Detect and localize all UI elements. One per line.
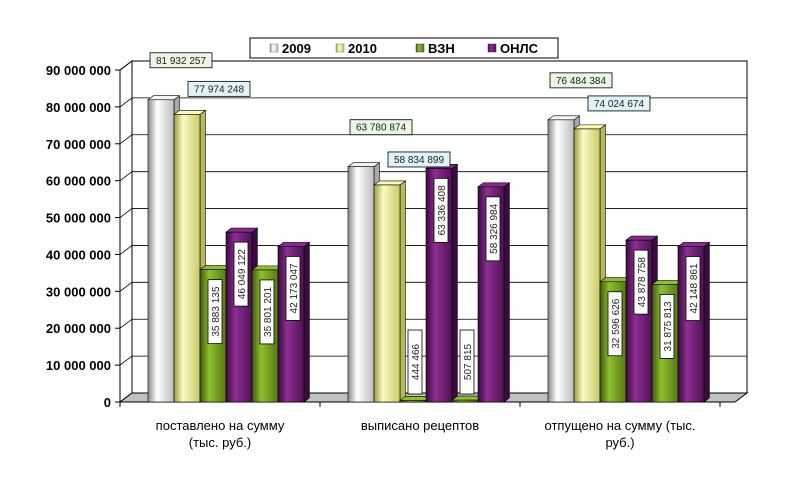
- legend-label-2009: 2009: [282, 41, 311, 56]
- x-category-label-0: (тыс. руб.): [189, 435, 251, 450]
- gridline: [119, 60, 747, 71]
- data-label-vzn-1: 507 815: [459, 329, 475, 395]
- legend: 2009 2010 ВЗН ОНЛС: [249, 37, 559, 59]
- y-tick-label: 40 000 000: [46, 247, 111, 262]
- bar-2010-1: [373, 180, 407, 403]
- data-label-2010-2: 74 024 674: [587, 95, 651, 112]
- gridline: [119, 171, 747, 181]
- svg-text:35 883 135: 35 883 135: [211, 286, 222, 336]
- x-category-label-1: выписано рецептов: [361, 418, 479, 433]
- svg-text:32 596 626: 32 596 626: [611, 298, 622, 348]
- y-axis: 0 10 000 000 20 000 000 30 000 000 40 000 00…: [46, 63, 121, 410]
- svg-text:76 484 384: 76 484 384: [556, 76, 606, 87]
- gridline: [119, 97, 747, 108]
- svg-text:81 932 257: 81 932 257: [156, 56, 206, 67]
- data-label-onls-2: 43 878 758: [633, 249, 649, 315]
- legend-item-onls: ОНЛС: [487, 41, 539, 56]
- svg-text:507 815: 507 815: [463, 343, 474, 380]
- gridline: [119, 245, 747, 255]
- data-label-onls-0: 46 049 122: [233, 241, 249, 307]
- svg-text:42 173 047: 42 173 047: [289, 263, 300, 313]
- data-label-2010-1: 58 834 899: [387, 151, 451, 168]
- data-label-onls-1: 58 326 984: [485, 196, 501, 262]
- x-category-label-0: поставлено на сумму: [156, 418, 285, 433]
- svg-text:42 148 861: 42 148 861: [689, 263, 700, 313]
- data-label-onls-0: 42 173 047: [285, 256, 301, 321]
- data-label-vzn-1: 444 466: [407, 329, 423, 395]
- data-label-2009-1: 63 780 874: [349, 119, 413, 136]
- svg-text:35 801 201: 35 801 201: [263, 286, 274, 336]
- legend-item-vzn: ВЗН: [415, 41, 455, 56]
- legend-label-vzn: ВЗН: [428, 41, 455, 56]
- y-tick-label: 10 000 000: [46, 358, 111, 373]
- svg-text:444 466: 444 466: [411, 343, 422, 380]
- y-tick-label: 90 000 000: [46, 63, 111, 78]
- legend-item-2009: 2009: [269, 41, 311, 56]
- x-category-label-2: отпущено на сумму (тыс.: [545, 418, 696, 433]
- data-label-onls-1: 63 336 408: [433, 177, 449, 243]
- legend-label-2010: 2010: [348, 41, 377, 56]
- gridline: [119, 208, 747, 218]
- data-label-onls-2: 42 148 861: [685, 256, 701, 321]
- data-label-2009-2: 76 484 384: [549, 72, 613, 89]
- data-label-vzn-2: 31 875 813: [659, 294, 675, 359]
- gridlines: [119, 60, 747, 366]
- gridline: [119, 134, 747, 145]
- data-label-vzn-0: 35 883 135: [207, 279, 223, 345]
- data-label-vzn-0: 35 801 201: [259, 279, 275, 345]
- svg-text:63 780 874: 63 780 874: [356, 123, 406, 134]
- x-axis: поставлено на сумму (тыс. руб.) выписано р…: [119, 402, 721, 450]
- svg-text:31 875 813: 31 875 813: [663, 301, 674, 351]
- y-tick-label: 70 000 000: [46, 137, 111, 152]
- legend-item-2010: 2010: [335, 41, 377, 56]
- svg-text:46 049 122: 46 049 122: [237, 249, 248, 299]
- svg-text:58 326 984: 58 326 984: [489, 203, 500, 253]
- svg-text:74 024 674: 74 024 674: [594, 99, 644, 110]
- y-tick-label: 60 000 000: [46, 174, 111, 189]
- y-tick-label: 20 000 000: [46, 321, 111, 336]
- svg-text:77 974 248: 77 974 248: [194, 84, 244, 95]
- y-tick-label: 30 000 000: [46, 284, 111, 299]
- data-labels: 81 932 257 77 974 248 35 883 135 46 049 122…: [149, 52, 701, 395]
- svg-text:63 336 408: 63 336 408: [437, 185, 448, 235]
- y-tick-label: 0: [104, 395, 111, 410]
- data-label-2009-0: 81 932 257: [149, 52, 213, 69]
- svg-text:58 834 899: 58 834 899: [394, 155, 444, 166]
- svg-text:43 878 758: 43 878 758: [637, 257, 648, 307]
- gridline: [119, 318, 747, 329]
- legend-label-onls: ОНЛС: [500, 41, 539, 56]
- data-label-2010-0: 77 974 248: [187, 80, 251, 97]
- data-label-vzn-2: 32 596 626: [607, 291, 623, 357]
- y-tick-label: 50 000 000: [46, 211, 111, 226]
- gridline: [119, 355, 747, 366]
- y-tick-label: 80 000 000: [46, 100, 111, 115]
- x-category-label-2: руб.): [605, 435, 634, 450]
- gridline: [119, 281, 747, 292]
